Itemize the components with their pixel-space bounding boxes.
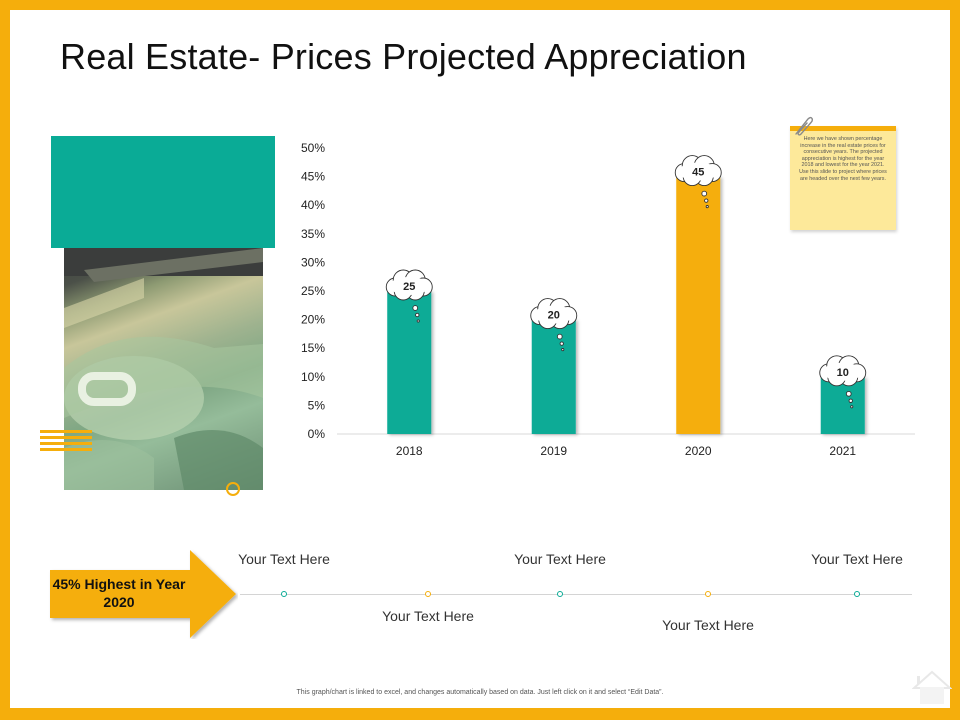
paperclip-icon xyxy=(795,116,814,136)
timeline-line xyxy=(240,594,912,595)
y-tick-label: 0% xyxy=(308,427,326,441)
bar-chart: 0%5%10%15%20%25%30%35%40%45%50%201825201… xyxy=(301,141,915,458)
callout-text: 45% Highest in Year 2020 xyxy=(52,576,186,610)
bar xyxy=(387,291,432,434)
data-label: 10 xyxy=(837,367,849,379)
timeline-text: Your Text Here xyxy=(811,551,903,567)
y-tick-label: 30% xyxy=(301,255,325,269)
y-tick-label: 20% xyxy=(301,313,325,327)
y-tick-label: 50% xyxy=(301,141,325,155)
timeline-text: Your Text Here xyxy=(382,608,474,624)
bar xyxy=(820,376,865,434)
stripes-icon xyxy=(40,430,92,452)
sticky-note-text: Here we have shown percentage increase i… xyxy=(799,136,887,182)
data-label-bubble xyxy=(674,155,722,209)
timeline-dot xyxy=(854,591,860,597)
y-tick-label: 35% xyxy=(301,227,325,241)
teal-accent-block xyxy=(51,136,275,248)
money-photo xyxy=(64,248,263,490)
timeline-text: Your Text Here xyxy=(238,551,330,567)
x-tick-label: 2019 xyxy=(540,444,567,458)
data-label: 45 xyxy=(692,167,704,179)
timeline-dot xyxy=(425,591,431,597)
home-icon[interactable] xyxy=(912,666,952,706)
y-tick-label: 15% xyxy=(301,341,325,355)
ring-icon xyxy=(226,482,240,496)
bar xyxy=(531,319,576,434)
y-tick-label: 10% xyxy=(301,370,325,384)
x-tick-label: 2018 xyxy=(396,444,423,458)
timeline-dot xyxy=(281,591,287,597)
y-tick-label: 25% xyxy=(301,284,325,298)
x-tick-label: 2020 xyxy=(685,444,712,458)
bar xyxy=(676,176,721,434)
sticky-note-bar xyxy=(790,126,896,131)
x-tick-label: 2021 xyxy=(829,444,856,458)
y-tick-label: 5% xyxy=(308,398,326,412)
callout-arrow xyxy=(50,550,236,638)
data-label: 25 xyxy=(403,281,415,293)
data-label: 20 xyxy=(548,310,560,322)
data-label-bubble xyxy=(819,355,867,409)
footer-note: This graph/chart is linked to excel, and… xyxy=(296,689,664,696)
timeline-dot xyxy=(557,591,563,597)
data-label-bubble xyxy=(385,269,433,323)
y-tick-label: 45% xyxy=(301,170,325,184)
timeline-text: Your Text Here xyxy=(514,551,606,567)
timeline-text: Your Text Here xyxy=(662,617,754,633)
timeline-dot xyxy=(705,591,711,597)
y-tick-label: 40% xyxy=(301,198,325,212)
sticky-note: Here we have shown percentage increase i… xyxy=(790,126,896,230)
page-title: Real Estate- Prices Projected Appreciati… xyxy=(60,36,747,77)
data-label-bubble xyxy=(530,298,578,352)
